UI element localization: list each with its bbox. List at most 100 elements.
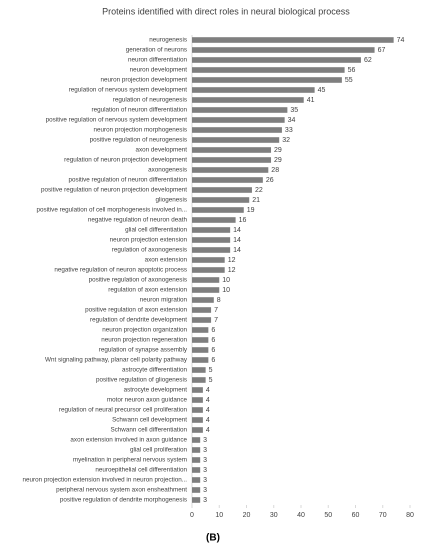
x-tick-label: 80 (406, 512, 414, 519)
y-tick-label: neuron development (130, 67, 188, 74)
bar (192, 217, 236, 223)
bar (192, 147, 272, 153)
bar (192, 437, 201, 443)
y-tick-label: regulation of axon extension (108, 287, 187, 294)
y-tick-label: negative regulation of neuron apoptotic … (54, 267, 187, 274)
y-tick-label: neuron projection morphogenesis (94, 127, 187, 134)
y-tick-label: glial cell differentiation (125, 227, 187, 234)
value-label: 33 (285, 127, 293, 134)
y-tick-label: astrocyte development (124, 387, 188, 394)
y-tick-label: glial cell proliferation (130, 447, 188, 454)
y-tick-label: positive regulation of gliogenesis (96, 377, 187, 384)
value-label: 14 (233, 227, 241, 234)
y-tick-label: peripheral nervous system axon ensheathm… (56, 487, 187, 494)
bar (192, 47, 375, 53)
value-label: 4 (206, 417, 210, 424)
bar (192, 267, 225, 273)
x-tick-label: 40 (297, 512, 305, 519)
value-label: 3 (203, 497, 207, 504)
value-label: 28 (271, 167, 279, 174)
y-tick-label: myelination in peripheral nervous system (73, 457, 187, 464)
y-tick-label: positive regulation of nervous system de… (46, 117, 188, 124)
bar (192, 197, 250, 203)
bar (192, 37, 394, 43)
bar (192, 87, 315, 93)
value-label: 4 (206, 427, 210, 434)
value-label: 6 (211, 347, 215, 354)
y-tick-label: regulation of neuron projection developm… (64, 157, 187, 164)
value-label: 5 (209, 367, 213, 374)
value-label: 29 (274, 147, 282, 154)
bar (192, 417, 203, 423)
y-tick-label: neuron migration (140, 297, 188, 304)
y-tick-label: neuroepithelial cell differentiation (95, 467, 187, 474)
y-tick-label: neuron projection organization (102, 327, 187, 334)
bar (192, 377, 206, 383)
y-tick-label: astrocyte differentiation (122, 367, 187, 374)
y-tick-label: neurogenesis (149, 37, 187, 44)
value-label: 4 (206, 387, 210, 394)
bar (192, 397, 203, 403)
bar (192, 227, 231, 233)
value-label: 55 (345, 77, 353, 84)
value-label: 3 (203, 457, 207, 464)
value-label: 56 (348, 67, 356, 74)
value-label: 16 (239, 217, 247, 224)
y-tick-label: axonogenesis (148, 167, 187, 174)
value-label: 7 (214, 317, 218, 324)
value-label: 62 (364, 57, 372, 64)
value-label: 19 (247, 207, 255, 214)
y-tick-label: axon extension (145, 257, 188, 264)
value-label: 4 (206, 407, 210, 414)
bar (192, 187, 252, 193)
y-tick-label: positive regulation of neurogenesis (90, 137, 187, 144)
x-tick-label: 20 (243, 512, 251, 519)
value-label: 21 (252, 197, 260, 204)
bar (192, 167, 269, 173)
y-tick-label: axon extension involved in axon guidance (70, 437, 187, 444)
y-tick-label: regulation of dendrite development (90, 317, 187, 324)
bar (192, 157, 272, 163)
bar (192, 357, 209, 363)
value-label: 12 (228, 257, 236, 264)
value-label: 67 (378, 47, 386, 54)
value-label: 14 (233, 237, 241, 244)
bar (192, 77, 342, 83)
value-label: 10 (222, 277, 230, 284)
y-tick-label: gliogenesis (155, 197, 187, 204)
bar (192, 57, 361, 63)
value-label: 3 (203, 437, 207, 444)
y-tick-label: neuron projection extension (110, 237, 188, 244)
bar (192, 307, 212, 313)
value-label: 6 (211, 327, 215, 334)
value-label: 34 (288, 117, 296, 124)
y-tick-label: neuron differentiation (128, 57, 188, 64)
y-tick-label: positive regulation of neuron projection… (41, 187, 187, 194)
y-tick-label: regulation of nervous system development (69, 87, 188, 94)
bar (192, 117, 285, 123)
value-label: 4 (206, 397, 210, 404)
x-tick-label: 0 (190, 512, 194, 519)
value-label: 6 (211, 337, 215, 344)
y-tick-label: regulation of neuron differentiation (92, 107, 188, 114)
bar (192, 287, 220, 293)
bar (192, 137, 280, 143)
value-label: 7 (214, 307, 218, 314)
bar (192, 347, 209, 353)
value-label: 8 (217, 297, 221, 304)
bar (192, 477, 201, 483)
y-tick-label: Schwann cell differentiation (110, 427, 187, 434)
bar (192, 487, 201, 493)
value-label: 45 (318, 87, 326, 94)
y-tick-label: regulation of synapse assembly (99, 347, 188, 354)
caption: (B) (206, 533, 220, 544)
bar (192, 467, 201, 473)
bar (192, 427, 203, 433)
x-tick-label: 50 (324, 512, 332, 519)
value-label: 5 (209, 377, 213, 384)
bar (192, 277, 220, 283)
x-tick-label: 70 (379, 512, 387, 519)
bar (192, 237, 231, 243)
y-tick-label: regulation of neural precursor cell prol… (59, 407, 188, 414)
